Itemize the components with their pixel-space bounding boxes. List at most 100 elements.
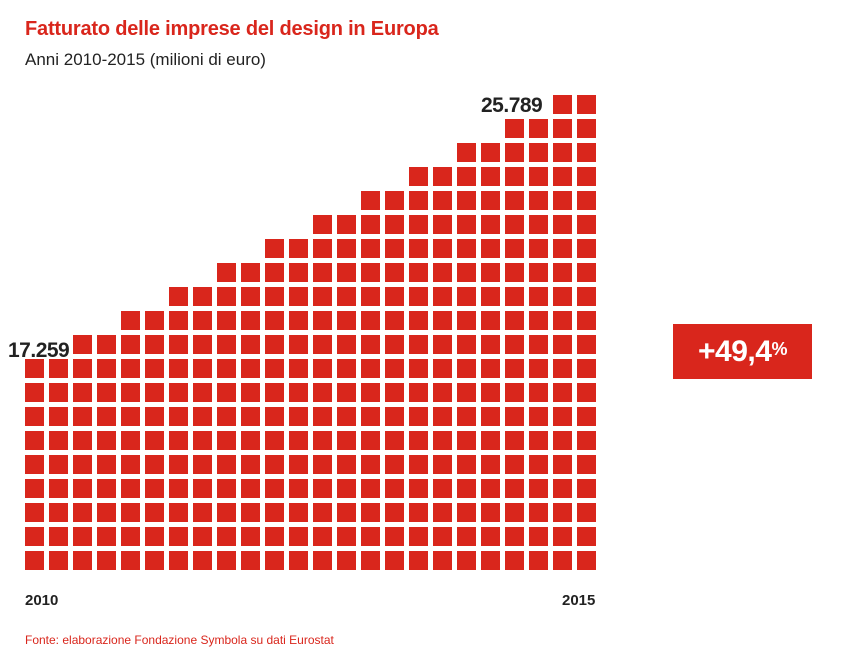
pictogram-square [337,311,356,330]
pictogram-square [97,335,116,354]
pictogram-square [433,263,452,282]
pictogram-square [553,455,572,474]
pictogram-square [433,215,452,234]
pictogram-square [385,311,404,330]
pictogram-square [313,311,332,330]
pictogram-square [577,407,596,426]
pictogram-square [313,263,332,282]
pictogram-square [481,527,500,546]
pictogram-square [529,335,548,354]
pictogram-square [121,383,140,402]
pictogram-column [505,119,524,570]
pictogram-square [409,503,428,522]
pictogram-square [337,383,356,402]
pictogram-column [553,95,572,570]
pictogram-square [529,407,548,426]
pictogram-square [265,479,284,498]
pictogram-square [529,143,548,162]
pictogram-square [433,239,452,258]
pictogram-column [481,143,500,570]
pictogram-square [409,551,428,570]
pictogram-square [505,479,524,498]
pictogram-square [25,455,44,474]
pictogram-square [553,503,572,522]
pictogram-square [577,359,596,378]
pictogram-square [265,311,284,330]
pictogram-square [457,527,476,546]
pictogram-square [385,407,404,426]
pictogram-square [337,239,356,258]
pictogram-square [361,191,380,210]
pictogram-square [433,455,452,474]
change-badge: +49,4% [673,324,812,379]
pictogram-square [505,407,524,426]
pictogram-square [193,383,212,402]
pictogram-square [505,263,524,282]
pictogram-square [313,359,332,378]
pictogram-square [409,167,428,186]
pictogram-square [313,407,332,426]
pictogram-square [217,359,236,378]
pictogram-square [457,431,476,450]
pictogram-square [529,239,548,258]
pictogram-square [217,551,236,570]
pictogram-square [313,239,332,258]
pictogram-square [553,287,572,306]
pictogram-square [433,431,452,450]
pictogram-square [145,335,164,354]
pictogram-square [481,431,500,450]
pictogram-square [457,311,476,330]
pictogram-square [313,479,332,498]
pictogram-column [97,335,116,570]
pictogram-square [193,335,212,354]
pictogram-square [553,527,572,546]
pictogram-square [97,407,116,426]
pictogram-square [97,551,116,570]
pictogram-square [265,359,284,378]
pictogram-square [217,527,236,546]
pictogram-square [121,431,140,450]
pictogram-square [553,431,572,450]
pictogram-column [361,191,380,570]
pictogram-square [385,479,404,498]
pictogram-square [313,527,332,546]
pictogram-square [265,263,284,282]
pictogram-square [553,215,572,234]
pictogram-square [169,287,188,306]
pictogram-square [457,407,476,426]
pictogram-square [241,311,260,330]
pictogram-square [193,527,212,546]
pictogram-square [25,431,44,450]
pictogram-square [433,479,452,498]
pictogram-square [145,503,164,522]
pictogram-square [433,335,452,354]
pictogram-column [217,263,236,570]
chart-subtitle: Anni 2010-2015 (milioni di euro) [25,50,266,69]
pictogram-square [529,551,548,570]
pictogram-square [409,287,428,306]
pictogram-square [505,335,524,354]
pictogram-square [337,407,356,426]
pictogram-square [73,407,92,426]
pictogram-square [457,263,476,282]
pictogram-square [337,455,356,474]
pictogram-square [433,359,452,378]
pictogram-square [289,359,308,378]
pictogram-square [169,503,188,522]
pictogram-square [457,287,476,306]
pictogram-square [553,239,572,258]
pictogram-square [481,407,500,426]
pictogram-square [193,431,212,450]
pictogram-square [433,527,452,546]
pictogram-square [241,359,260,378]
pictogram-square [361,383,380,402]
pictogram-square [529,287,548,306]
pictogram-square [49,431,68,450]
pictogram-square [529,479,548,498]
pictogram-square [145,527,164,546]
pictogram-square [529,215,548,234]
pictogram-square [529,263,548,282]
pictogram-square [289,407,308,426]
pictogram-square [313,335,332,354]
pictogram-square [505,455,524,474]
